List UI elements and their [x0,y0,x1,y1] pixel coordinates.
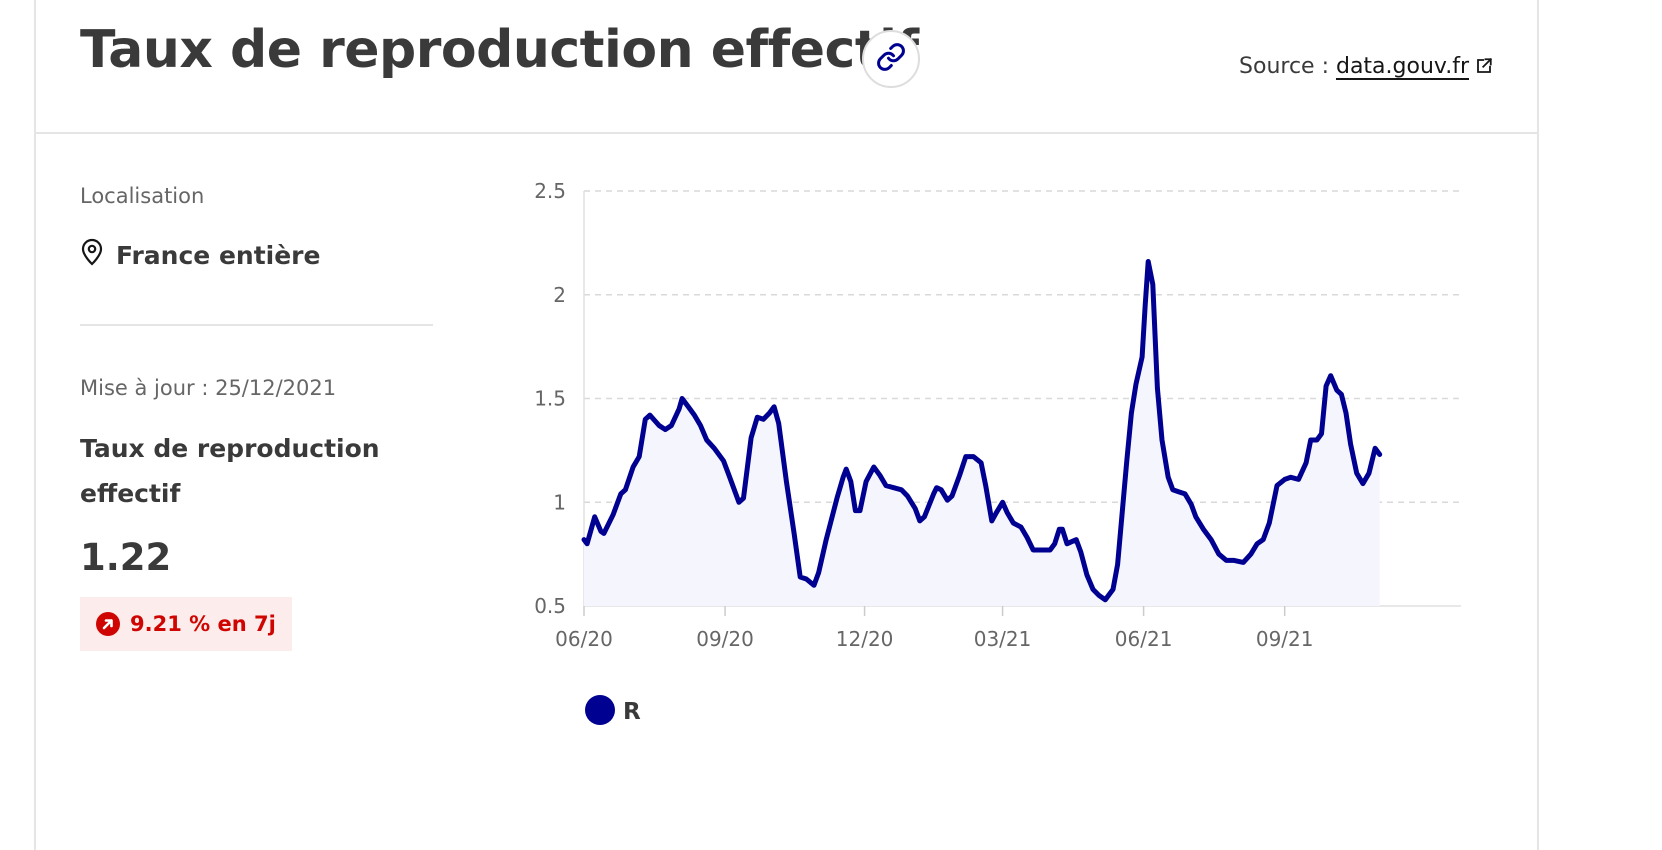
y-tick-label: 2.5 [534,179,566,203]
y-tick-label: 1.5 [534,387,566,411]
card-header: Taux de reproduction effectif Source : d… [36,0,1537,134]
x-tick-label: 03/21 [974,627,1032,651]
trend-text: 9.21 % en 7j [130,612,276,636]
x-tick-label: 12/20 [836,627,894,651]
copy-link-button[interactable] [862,30,920,88]
update-date: Mise à jour : 25/12/2021 [80,376,337,400]
x-tick-label: 09/21 [1256,627,1314,651]
x-tick-label: 09/20 [696,627,754,651]
arrow-up-right-icon [96,612,120,636]
series-line-r [581,259,1383,603]
location-value: France entière [80,238,320,270]
link-icon [876,42,906,76]
legend-label: R [623,699,641,725]
legend: R [585,695,641,725]
location-name: France entière [116,241,321,270]
legend-swatch [585,695,615,725]
y-tick-label: 2 [553,283,566,307]
y-tick-label: 0.5 [534,594,566,618]
divider [80,324,433,326]
location-label: Localisation [80,184,205,208]
metric-title: Taux de reproduction effectif [80,434,380,508]
page-title: Taux de reproduction effectif [80,20,919,80]
x-tick-label: 06/21 [1115,627,1173,651]
source-prefix: Source : [1239,54,1336,79]
x-tick-label: 06/20 [555,627,613,651]
source-link-label: data.gouv.fr [1335,54,1469,79]
series-area-r [584,261,1380,606]
y-tick-label: 1 [553,490,566,514]
source: Source : data.gouv.fr [1239,54,1493,79]
indicator-card: Taux de reproduction effectif Source : d… [34,0,1539,850]
map-pin-icon [81,238,103,266]
label-layer: 0.5 1 1.5 2 2.5 06/20 09/20 12/20 03/21 06/21 09/2… [534,179,1313,651]
source-link[interactable]: data.gouv.fr [1336,54,1493,79]
trend-badge: 9.21 % en 7j [80,597,292,651]
metric-value: 1.22 [80,536,172,579]
external-link-icon [1477,57,1493,73]
